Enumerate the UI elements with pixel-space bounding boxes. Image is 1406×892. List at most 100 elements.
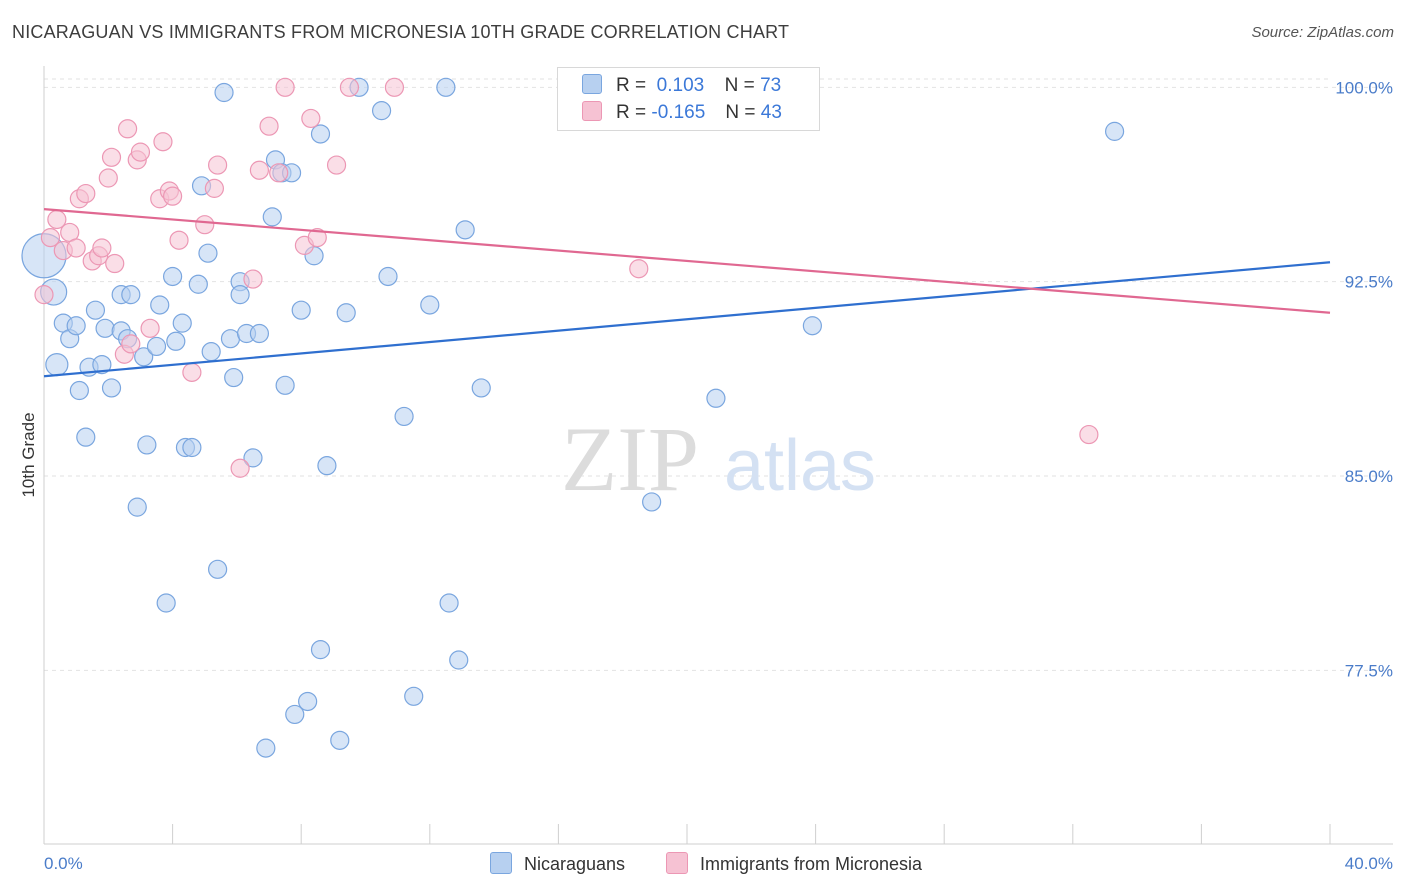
- micronesia-point: [204, 178, 224, 198]
- r-value-nicaraguans: 0.103: [656, 75, 705, 96]
- nicaraguan-point: [449, 650, 469, 670]
- nicaraguan-point: [163, 266, 183, 287]
- nicaraguan-point: [455, 220, 475, 240]
- n-label: N =: [725, 102, 756, 123]
- nicaraguan-point: [249, 323, 270, 344]
- chart-title: NICARAGUAN VS IMMIGRANTS FROM MICRONESIA…: [12, 22, 790, 42]
- nicaraguan-point: [166, 331, 186, 351]
- micronesia-point: [326, 155, 347, 175]
- labels-layer: 100.0% 92.5% 85.0% 77.5% 0.0% 40.0% 10th Grade: [19, 78, 1393, 873]
- micronesia-point: [301, 108, 321, 129]
- nicaraguan-point: [310, 640, 331, 660]
- nicaraguan-point: [146, 336, 167, 357]
- n-value-micronesia: 43: [760, 102, 782, 123]
- nicaraguan-point: [150, 295, 170, 315]
- micronesia-point: [195, 215, 215, 235]
- nicaraguan-point: [85, 300, 106, 320]
- watermark-zip: ZIP: [561, 408, 699, 510]
- nicaraguan-point: [436, 77, 456, 97]
- n-value-nicaraguans: 73: [760, 75, 782, 96]
- y-tick-label: 77.5%: [1345, 661, 1393, 680]
- nicaraguan-point: [298, 691, 318, 712]
- nicaraguan-point: [404, 686, 424, 706]
- r-label: R =: [616, 75, 647, 96]
- nicaraguan-point: [134, 347, 154, 367]
- nicaraguan-point: [95, 318, 115, 338]
- nicaraguan-point: [172, 313, 192, 333]
- y-tick-label: 100.0%: [1335, 78, 1393, 97]
- legend-label-micronesia: Immigrants from Micronesia: [700, 854, 923, 874]
- micronesia-point: [105, 253, 125, 274]
- micronesia-point: [121, 334, 141, 354]
- micronesia-point: [208, 155, 228, 175]
- nicaraguan-point: [275, 375, 295, 395]
- micronesia-point: [629, 259, 649, 279]
- nicaraguan-point: [224, 367, 244, 388]
- micronesia-point: [243, 269, 263, 289]
- micronesia-point: [269, 163, 289, 183]
- micronesia-point: [259, 116, 279, 136]
- micronesia-point: [153, 132, 173, 152]
- nicaraguan-point: [121, 285, 141, 305]
- nicaraguan-point: [156, 593, 176, 613]
- micronesia-point: [1079, 424, 1099, 445]
- micronesia-point: [92, 238, 112, 258]
- micronesia-point: [249, 160, 270, 180]
- legend-item-nicaraguans: Nicaraguans: [490, 852, 625, 875]
- watermark: ZIP atlas: [561, 408, 876, 510]
- nicaraguan-point: [45, 352, 69, 377]
- micronesia-point: [101, 147, 122, 167]
- axes-layer: [43, 66, 1393, 845]
- nicaraguan-point: [310, 124, 331, 144]
- micronesia-point: [339, 77, 360, 97]
- legend-swatch-blue: [490, 852, 512, 874]
- micronesia-point: [76, 183, 96, 204]
- nicaraguan-point: [256, 738, 276, 758]
- nicaraguan-point: [317, 456, 337, 476]
- micronesia-point: [307, 228, 327, 248]
- nicaraguan-point: [330, 730, 350, 750]
- y-axis-label: 10th Grade: [19, 412, 38, 497]
- trendline-nicaraguans: [43, 261, 1331, 378]
- micronesia-point: [34, 285, 54, 305]
- nicaraguan-point: [1104, 121, 1125, 141]
- micronesia-point: [98, 168, 118, 188]
- micronesia-point: [130, 142, 151, 162]
- nicaraguan-point: [439, 593, 459, 613]
- watermark-atlas: atlas: [724, 426, 876, 506]
- grid-layer: [44, 78, 1393, 671]
- nicaraguan-point: [137, 435, 157, 455]
- nicaraguan-point: [262, 207, 282, 227]
- legend-item-micronesia: Immigrants from Micronesia: [666, 852, 922, 875]
- nicaraguan-point: [394, 406, 414, 427]
- nicaraguan-point: [76, 427, 96, 447]
- y-tick-label: 92.5%: [1345, 273, 1393, 292]
- micronesia-point: [384, 77, 405, 97]
- legend-label-nicaraguans: Nicaraguans: [524, 854, 626, 874]
- nicaraguan-point: [182, 437, 202, 458]
- nicaraguan-point: [378, 266, 398, 287]
- nicaraguan-point: [642, 492, 662, 512]
- nicaraguan-point: [336, 303, 356, 323]
- x-tick-label-min: 0.0%: [44, 854, 83, 873]
- nicaraguan-point: [92, 354, 112, 375]
- x-tick-label-max: 40.0%: [1345, 854, 1393, 873]
- micronesia-point: [182, 362, 202, 382]
- trend-layer: [43, 208, 1331, 378]
- nicaraguan-point: [706, 388, 726, 408]
- nicaraguan-point: [802, 316, 822, 336]
- nicaraguan-point: [198, 243, 218, 263]
- y-tick-label: 85.0%: [1345, 467, 1393, 486]
- blue-swatch: [582, 74, 602, 94]
- n-label: N =: [724, 75, 755, 96]
- legend-swatch-pink: [666, 852, 688, 874]
- micronesia-point: [66, 238, 86, 258]
- trendline-micronesia: [43, 208, 1331, 314]
- pink-swatch: [582, 101, 602, 121]
- nicaraguan-point: [471, 378, 491, 398]
- nicaraguan-point: [66, 316, 86, 336]
- micronesia-point: [117, 119, 138, 139]
- r-value-micronesia: -0.165: [651, 102, 706, 123]
- nicaraguan-point: [214, 82, 234, 103]
